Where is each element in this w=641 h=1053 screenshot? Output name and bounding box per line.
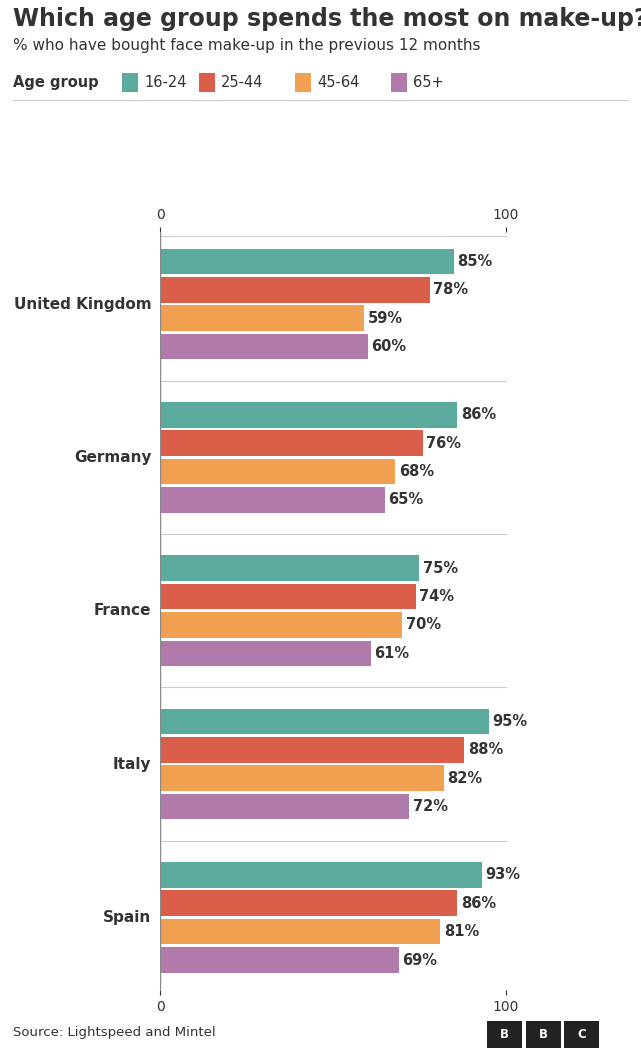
Text: 59%: 59% <box>367 311 403 325</box>
Bar <box>160 334 367 359</box>
Text: United Kingdom: United Kingdom <box>14 297 152 312</box>
Bar <box>160 891 458 916</box>
Bar <box>160 919 440 945</box>
Text: 61%: 61% <box>374 645 410 661</box>
Text: 85%: 85% <box>458 254 493 269</box>
Text: 65%: 65% <box>388 493 424 508</box>
Bar <box>160 766 444 791</box>
Text: 76%: 76% <box>426 436 462 451</box>
Text: Spain: Spain <box>103 910 152 925</box>
Text: B: B <box>500 1028 510 1041</box>
Text: 86%: 86% <box>461 896 496 911</box>
Text: 68%: 68% <box>399 464 434 479</box>
Text: 78%: 78% <box>433 282 469 297</box>
Text: 16-24: 16-24 <box>144 75 187 90</box>
Text: 65+: 65+ <box>413 75 444 90</box>
Bar <box>160 640 371 667</box>
Text: % who have bought face make-up in the previous 12 months: % who have bought face make-up in the pr… <box>13 38 480 53</box>
Bar <box>160 431 423 456</box>
Bar <box>160 277 430 302</box>
Bar <box>160 555 419 581</box>
Text: 82%: 82% <box>447 771 482 786</box>
Text: France: France <box>94 603 152 618</box>
Bar <box>160 488 385 513</box>
Text: 88%: 88% <box>468 742 503 757</box>
Bar <box>160 737 464 762</box>
Text: Italy: Italy <box>113 756 152 772</box>
Bar <box>160 612 402 638</box>
Text: 93%: 93% <box>485 868 520 882</box>
Text: 70%: 70% <box>406 617 441 633</box>
Text: Age group: Age group <box>13 75 99 90</box>
Text: C: C <box>578 1028 586 1041</box>
Text: 75%: 75% <box>423 560 458 576</box>
Text: 86%: 86% <box>461 408 496 422</box>
Bar <box>160 305 364 331</box>
Text: 45-64: 45-64 <box>317 75 360 90</box>
Bar <box>160 583 416 610</box>
Bar <box>160 402 458 428</box>
Text: 81%: 81% <box>444 925 479 939</box>
Text: 72%: 72% <box>413 799 447 814</box>
Bar <box>160 709 488 734</box>
Bar <box>160 794 409 819</box>
Text: Source: Lightspeed and Mintel: Source: Lightspeed and Mintel <box>13 1027 215 1039</box>
Text: 74%: 74% <box>419 589 454 604</box>
Bar <box>160 459 395 484</box>
Bar <box>160 249 454 274</box>
Text: 95%: 95% <box>492 714 527 729</box>
Text: 60%: 60% <box>371 339 406 354</box>
Bar <box>160 948 399 973</box>
Bar <box>160 862 481 888</box>
Text: B: B <box>538 1028 548 1041</box>
Text: 25-44: 25-44 <box>221 75 263 90</box>
Text: Which age group spends the most on make-up?: Which age group spends the most on make-… <box>13 7 641 32</box>
Text: Germany: Germany <box>74 450 152 465</box>
Text: 69%: 69% <box>402 953 437 968</box>
